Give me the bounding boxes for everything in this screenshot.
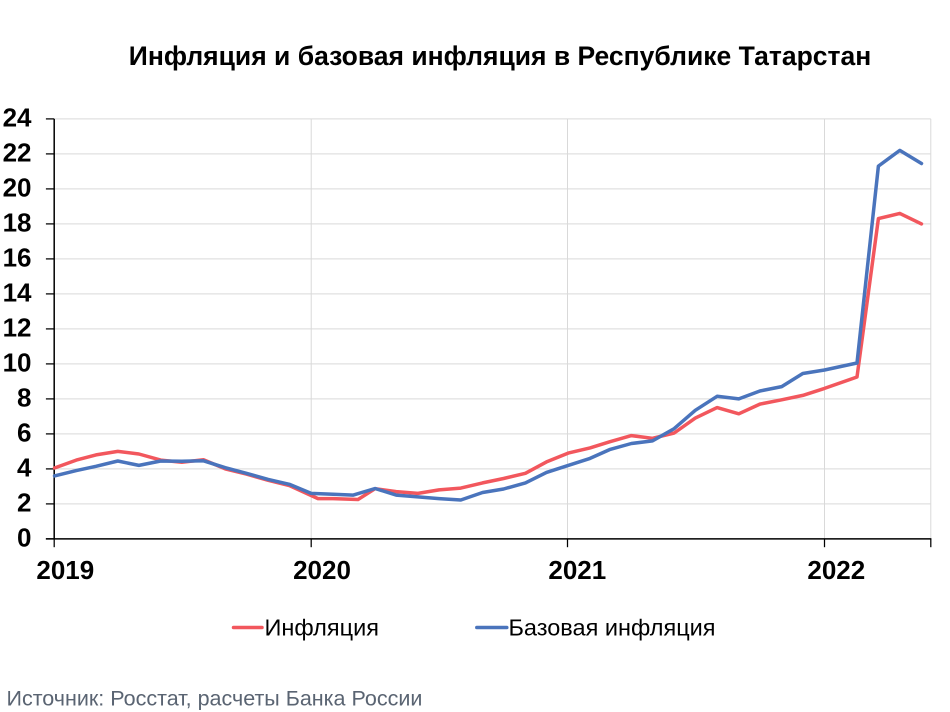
svg-text:22: 22 — [3, 138, 32, 168]
svg-text:8: 8 — [17, 383, 31, 413]
svg-text:12: 12 — [3, 313, 32, 343]
svg-text:10: 10 — [3, 348, 32, 378]
svg-text:Источник: Росстат, расчеты Бан: Источник: Росстат, расчеты Банка России — [7, 687, 423, 711]
svg-text:2019: 2019 — [36, 555, 94, 585]
svg-text:Базовая инфляция: Базовая инфляция — [509, 615, 716, 641]
svg-text:2022: 2022 — [807, 555, 865, 585]
svg-text:24: 24 — [3, 103, 32, 133]
svg-text:6: 6 — [17, 418, 31, 448]
svg-text:14: 14 — [3, 278, 32, 308]
svg-text:2021: 2021 — [548, 555, 606, 585]
svg-text:0: 0 — [17, 523, 31, 553]
svg-text:2: 2 — [17, 488, 31, 518]
svg-text:20: 20 — [3, 173, 32, 203]
svg-text:Инфляция и базовая инфляция в: Инфляция и базовая инфляция в Республике… — [129, 41, 871, 71]
svg-text:4: 4 — [17, 453, 32, 483]
svg-text:16: 16 — [3, 243, 32, 273]
svg-text:18: 18 — [3, 208, 32, 238]
svg-text:2020: 2020 — [293, 555, 351, 585]
svg-text:Инфляция: Инфляция — [265, 615, 379, 641]
